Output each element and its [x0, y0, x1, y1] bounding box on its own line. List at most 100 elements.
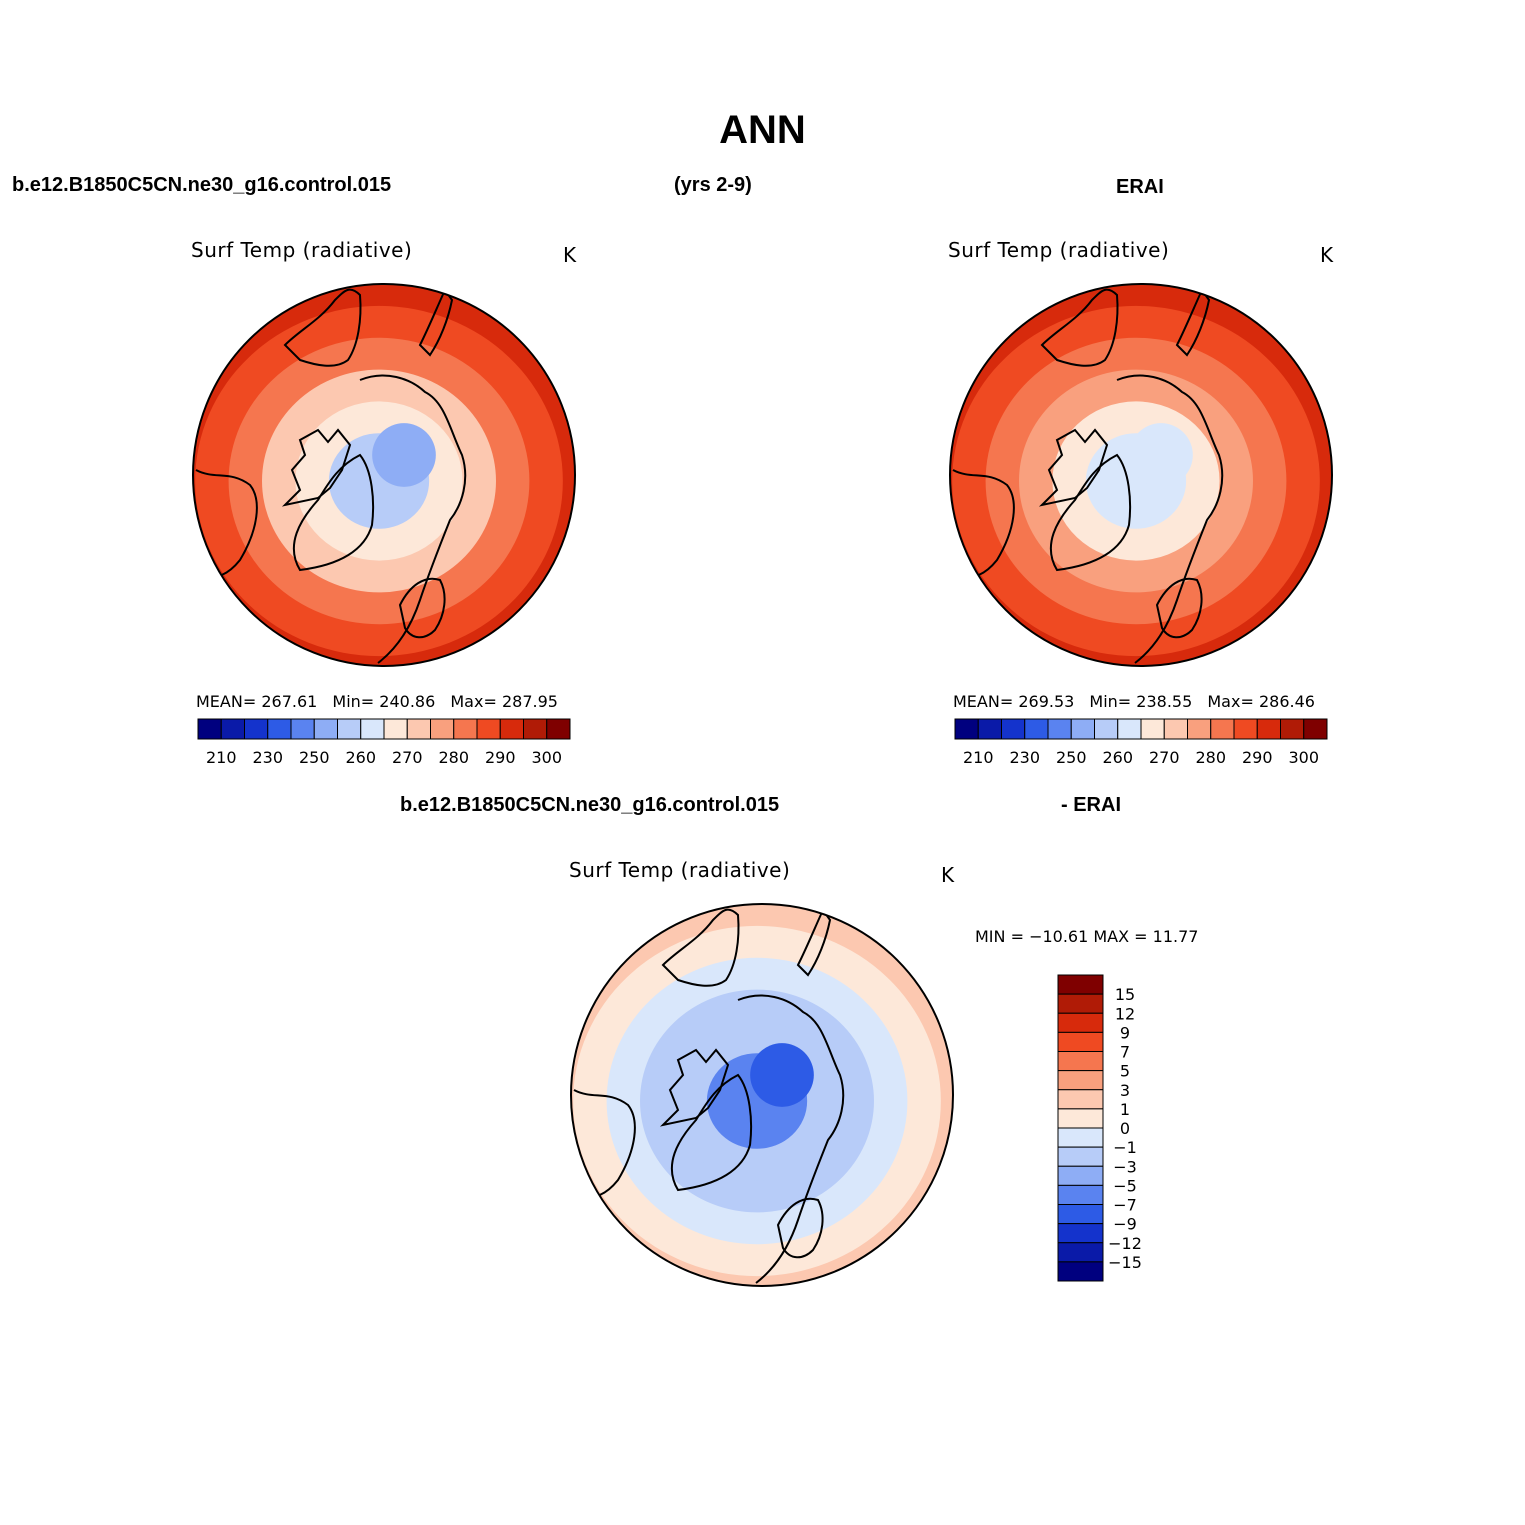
diff-colorbar-tick-label: −1: [1113, 1138, 1137, 1157]
diff-obs-name-label: - ERAI: [1061, 794, 1121, 816]
kamchatka-coast: [418, 288, 454, 357]
model-map: [192, 283, 576, 667]
diff-panel-units: K: [941, 863, 955, 887]
obs-colorbar-swatch: [954, 718, 979, 740]
diff-colorbar-swatch: [1057, 1204, 1104, 1225]
obs-colorbar-swatch: [1140, 718, 1165, 740]
model-colorbar-tick-label: 290: [485, 748, 516, 767]
case-name-label: b.e12.B1850C5CN.ne30_g16.control.015: [12, 174, 392, 196]
scandinavia-coast: [1155, 577, 1203, 639]
diff-colorbar-tick-label: 1: [1120, 1100, 1130, 1119]
model-colorbar-tick-label: 300: [531, 748, 562, 767]
diff-colorbar-tick-label: 0: [1120, 1119, 1130, 1138]
model-colorbar-tick-label: 260: [345, 748, 376, 767]
model-panel-title: Surf Temp (radiative): [191, 238, 413, 262]
model-colorbar-swatch: [523, 718, 548, 740]
diff-colorbar-swatch: [1057, 1184, 1104, 1205]
obs-field-ring: [1129, 423, 1193, 487]
diff-colorbar-swatch: [1057, 1108, 1104, 1129]
diff-colorbar-swatch: [1057, 974, 1104, 995]
diff-colorbar-swatch: [1057, 1242, 1104, 1263]
obs-name-label: ERAI: [1116, 176, 1164, 198]
diff-colorbar-swatch: [1057, 1165, 1104, 1186]
model-colorbar-tick-label: 280: [438, 748, 469, 767]
obs-colorbar-tick-label: 280: [1195, 748, 1226, 767]
model-map-border: [192, 283, 576, 667]
diff-colorbar-swatch: [1057, 993, 1104, 1014]
canadian-archipelago-coast: [659, 1048, 730, 1127]
model-max-label: Max=: [450, 692, 497, 711]
obs-colorbar-tick-label: 230: [1009, 748, 1040, 767]
greenland-coast: [670, 1073, 753, 1192]
obs-colorbar-tick-label: 210: [963, 748, 994, 767]
figure-title: ANN: [719, 108, 806, 152]
obs-colorbar-swatch: [1163, 718, 1188, 740]
model-colorbar-swatch: [290, 718, 315, 740]
model-colorbar-swatch: [499, 718, 524, 740]
diff-colorbar-tick-label: 3: [1120, 1081, 1130, 1100]
diff-map-border: [570, 903, 954, 1287]
model-colorbar-swatch: [406, 718, 431, 740]
model-colorbar-swatch: [360, 718, 385, 740]
diff-colorbar-tick-label: 12: [1115, 1004, 1135, 1023]
diff-coastlines: [573, 908, 845, 1284]
model-colorbar-swatch: [197, 718, 222, 740]
model-colorbar-swatch: [546, 718, 571, 740]
model-min-value: 240.86: [379, 692, 436, 711]
obs-colorbar-swatch: [1094, 718, 1119, 740]
model-colorbar-swatch: [430, 718, 455, 740]
obs-colorbar-swatch: [1001, 718, 1026, 740]
obs-colorbar-swatch: [977, 718, 1002, 740]
model-mean-value: 267.61: [261, 692, 318, 711]
greenland-coast: [1049, 453, 1132, 572]
obs-stats: MEAN= 269.53 Min= 238.55 Max= 286.46: [953, 692, 1315, 711]
diff-colorbar-swatch: [1057, 1146, 1104, 1167]
north-america-coast: [195, 469, 258, 578]
north-america-coast: [952, 469, 1015, 578]
obs-max-label: Max=: [1207, 692, 1254, 711]
diff-colorbar-tick-label: 5: [1120, 1062, 1130, 1081]
eurasia-coast: [359, 374, 467, 664]
diff-colorbar-tick-label: −12: [1108, 1234, 1142, 1253]
model-colorbar: 210 230 250 260 270 280 290 300: [197, 718, 571, 767]
alaska-coast: [1040, 288, 1119, 367]
model-colorbar-tick-label: 250: [299, 748, 330, 767]
canadian-archipelago-coast: [281, 428, 352, 507]
diff-colorbar-swatch: [1057, 1089, 1104, 1110]
kamchatka-coast: [1175, 288, 1211, 357]
eurasia-coast: [1116, 374, 1224, 664]
obs-colorbar-tick-label: 260: [1102, 748, 1133, 767]
model-colorbar-swatch: [244, 718, 269, 740]
model-colorbar-swatch: [383, 718, 408, 740]
alaska-coast: [283, 288, 362, 367]
model-field-ring: [372, 423, 436, 487]
obs-field-layer: [950, 284, 1332, 666]
eurasia-coast: [737, 994, 845, 1284]
diff-colorbar-swatch: [1057, 1223, 1104, 1244]
model-colorbar-swatch: [267, 718, 292, 740]
diff-field-layer: [571, 904, 953, 1286]
scandinavia-coast: [398, 577, 446, 639]
canadian-archipelago-coast: [1038, 428, 1109, 507]
obs-panel-units: K: [1320, 243, 1334, 267]
diff-panel-title: Surf Temp (radiative): [569, 858, 791, 882]
diff-colorbar-tick-label: 7: [1120, 1043, 1130, 1062]
obs-panel-title: Surf Temp (radiative): [948, 238, 1170, 262]
model-colorbar-swatch: [337, 718, 362, 740]
kamchatka-coast: [796, 908, 832, 977]
obs-colorbar-swatch: [1256, 718, 1281, 740]
model-colorbar-tick-label: 230: [252, 748, 283, 767]
obs-colorbar-tick-label: 300: [1288, 748, 1319, 767]
diff-colorbar-swatch: [1057, 1127, 1104, 1148]
model-stats: MEAN= 267.61 Min= 240.86 Max= 287.95: [196, 692, 558, 711]
obs-colorbar-swatch: [1303, 718, 1328, 740]
model-max-value: 287.95: [501, 692, 558, 711]
obs-colorbar-swatch: [1117, 718, 1142, 740]
obs-map-border: [949, 283, 1333, 667]
model-colorbar-tick-label: 270: [392, 748, 423, 767]
diff-colorbar-tick-label: −3: [1113, 1157, 1137, 1176]
diff-field-ring: [750, 1043, 814, 1107]
obs-colorbar-tick-label: 290: [1242, 748, 1273, 767]
obs-colorbar: 210 230 250 260 270 280 290 300: [954, 718, 1328, 767]
